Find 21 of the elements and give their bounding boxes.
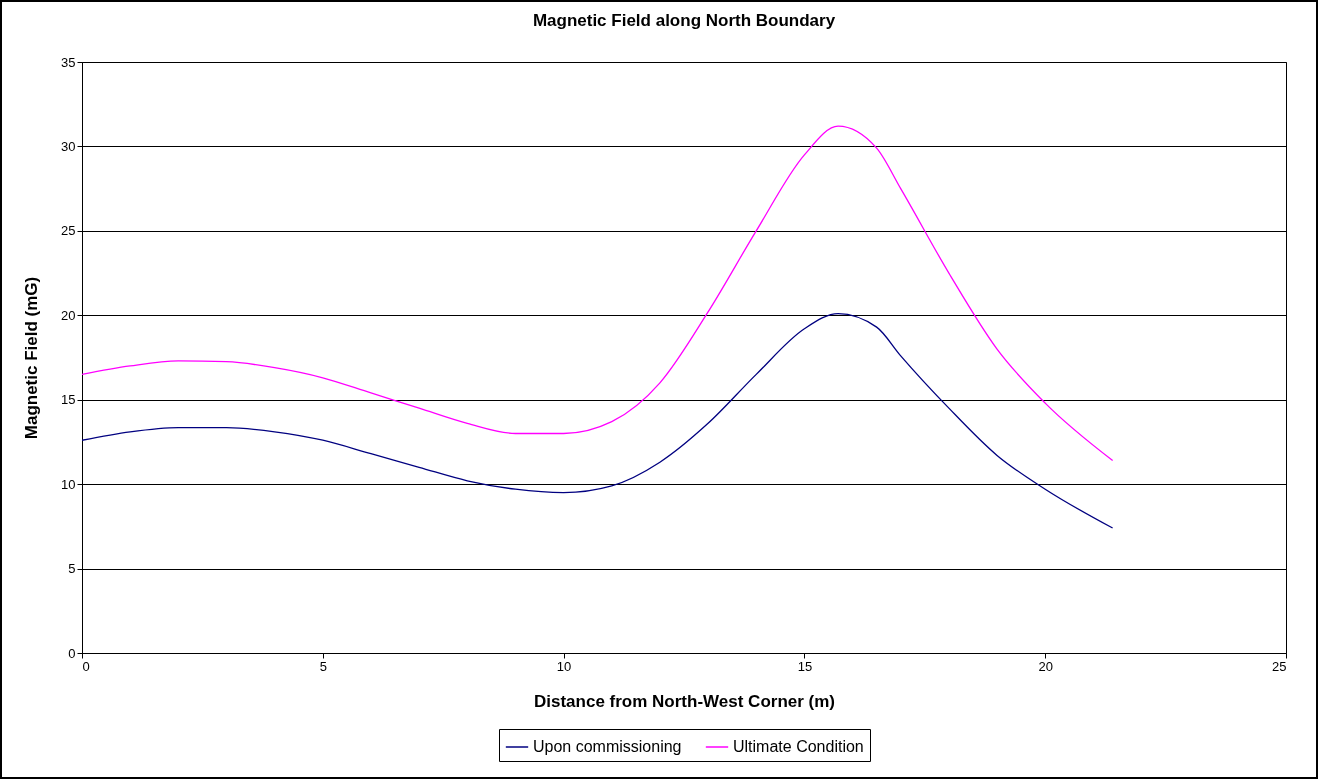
x-tick-label: 20 [1038,658,1053,674]
y-tick-label: 35 [61,54,76,70]
chart-title: Magnetic Field along North Boundary [532,11,836,30]
x-tick-label: 25 [1272,658,1287,674]
y-tick-label: 10 [61,476,76,492]
x-tick-label: 0 [82,658,90,674]
y-tick-label: 5 [68,561,76,577]
y-axis-title: Magnetic Field (mG) [22,276,42,440]
y-tick-label: 30 [61,138,76,154]
y-tick-label: 25 [61,223,76,239]
y-tick-label: 0 [68,645,76,661]
x-axis-title: Distance from North-West Corner (m) [534,691,835,711]
line-series [82,125,1114,462]
y-tick-label: 20 [61,307,76,323]
x-tick-label: 10 [556,658,572,674]
line-series [82,312,1114,529]
x-tick-label: 5 [319,658,327,674]
legend-label: Ultimate Condition [733,738,864,755]
legend-label: Upon commissioning [533,738,682,755]
x-tick-label: 15 [797,658,813,674]
y-tick-label: 15 [61,392,76,408]
